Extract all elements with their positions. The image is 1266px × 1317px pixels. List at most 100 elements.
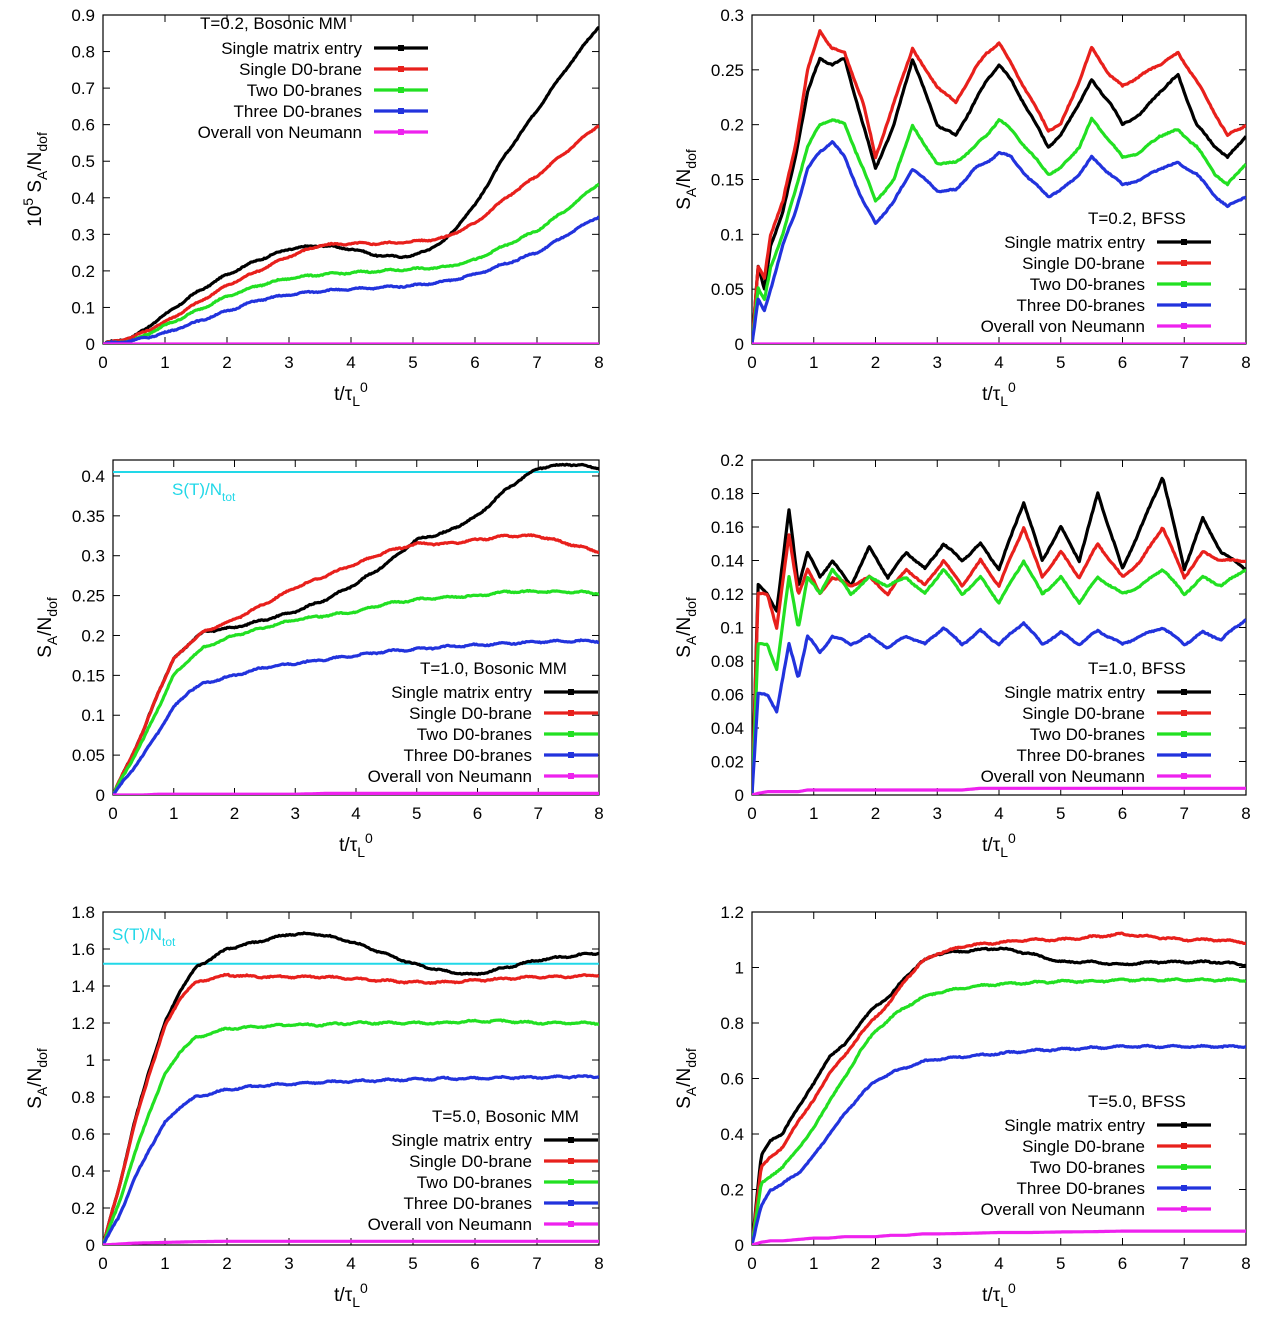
legend-marker [568, 752, 574, 758]
x-tick-label: 7 [534, 804, 543, 823]
legend-entry-label: Three D0-branes [403, 746, 532, 765]
y-tick-label: 0.04 [711, 719, 744, 738]
x-tick-label: 0 [747, 1254, 756, 1273]
legend-marker [1181, 281, 1187, 287]
y-axis-label: 105 SA/Ndof [20, 132, 50, 227]
series-line-three-d0-branes [752, 1043, 1246, 1245]
legend-marker [1181, 323, 1187, 329]
panel-4: 0 1 2 3 4 5 6 7 8 0 0.02 0.04 0.06 0.08 0.1 0.12 0.14 0.1… [674, 451, 1251, 860]
y-tick-label: 0.3 [720, 6, 744, 25]
x-tick-label: 2 [230, 804, 239, 823]
x-tick-label: 6 [470, 1254, 479, 1273]
y-axis-label: SA/Ndof [674, 597, 699, 658]
legend-title: T=0.2, BFSS [1088, 209, 1186, 228]
x-axis-label: t/τL0 [982, 830, 1016, 860]
legend-marker [1181, 260, 1187, 266]
x-tick-label: 7 [532, 353, 541, 372]
legend-entry-label: Single D0-brane [409, 704, 532, 723]
legend-entry-label: Three D0-branes [403, 1194, 532, 1213]
x-tick-label: 5 [1056, 353, 1065, 372]
y-tick-label: 0.4 [71, 1162, 95, 1181]
y-tick-label: 1.2 [720, 903, 744, 922]
panel-5: 0 1 2 3 4 5 6 7 8 0 0.2 0.4 0.6 0.8 1 1.2 1.4 1.6 1.8 t/τL0… [25, 903, 604, 1310]
legend-marker [1181, 1206, 1187, 1212]
legend-marker [568, 1221, 574, 1227]
x-tick-label: 7 [1180, 353, 1189, 372]
y-tick-label: 0.18 [711, 485, 744, 504]
legend-marker [1181, 689, 1187, 695]
y-axis-label: SA/Ndof [25, 1048, 50, 1109]
legend-title: T=1.0, Bosonic MM [420, 659, 567, 678]
y-tick-label: 0.1 [720, 619, 744, 638]
y-tick-label: 0.08 [711, 652, 744, 671]
series-line-overall-von-neumann [752, 1229, 1246, 1245]
y-tick-label: 0.6 [71, 1125, 95, 1144]
series-line-three-d0-branes [752, 140, 1246, 344]
x-tick-label: 0 [747, 353, 756, 372]
legend-title: T=0.2, Bosonic MM [200, 14, 347, 33]
legend-entry-label: Overall von Neumann [981, 767, 1145, 786]
legend-title: T=1.0, BFSS [1088, 659, 1186, 678]
x-axis-label: t/τL0 [334, 379, 368, 409]
thermal-entropy-label: S(T)/Ntot [112, 925, 176, 949]
y-tick-label: 0.14 [711, 552, 744, 571]
x-tick-label: 8 [1241, 1254, 1250, 1273]
legend-entry-label: Single matrix entry [1004, 683, 1145, 702]
x-tick-label: 2 [222, 353, 231, 372]
series-line-three-d0-branes [752, 618, 1246, 795]
x-tick-label: 5 [412, 804, 421, 823]
y-tick-label: 0.7 [71, 79, 95, 98]
legend-marker [568, 710, 574, 716]
x-tick-label: 1 [809, 1254, 818, 1273]
series-line-single-d0-brane [103, 124, 599, 344]
y-tick-label: 0 [735, 335, 744, 354]
legend-entry-label: Three D0-branes [233, 102, 362, 121]
x-tick-label: 8 [1241, 353, 1250, 372]
y-axis-label: SA/Ndof [35, 597, 60, 658]
legend-marker [568, 731, 574, 737]
y-tick-label: 0.15 [72, 666, 105, 685]
legend-entry-label: Overall von Neumann [368, 767, 532, 786]
panel-6: 0 1 2 3 4 5 6 7 8 0 0.2 0.4 0.6 0.8 1 1.2 t/τL0 SA/Ndof T=… [674, 903, 1251, 1310]
y-tick-label: 0.15 [711, 171, 744, 190]
x-tick-label: 1 [809, 353, 818, 372]
legend-marker [1181, 1122, 1187, 1128]
y-tick-label: 0.06 [711, 686, 744, 705]
legend-marker [398, 66, 404, 72]
y-tick-label: 0.1 [71, 298, 95, 317]
y-tick-label: 0.6 [720, 1070, 744, 1089]
series-line-two-d0-branes [103, 182, 599, 344]
legend-entry-label: Single D0-brane [1022, 704, 1145, 723]
legend-entry-label: Three D0-branes [1016, 296, 1145, 315]
y-tick-label: 0.2 [71, 262, 95, 281]
series-line-overall-von-neumann [113, 791, 599, 795]
legend-marker [568, 773, 574, 779]
x-tick-label: 8 [1241, 804, 1250, 823]
legend-entry-label: Three D0-branes [1016, 1179, 1145, 1198]
x-axis-label: t/τL0 [339, 830, 373, 860]
legend-marker [398, 129, 404, 135]
x-tick-label: 0 [108, 804, 117, 823]
x-tick-label: 7 [532, 1254, 541, 1273]
y-tick-label: 0.2 [720, 1181, 744, 1200]
y-tick-label: 0.3 [81, 547, 105, 566]
series-line-single-d0-brane [752, 931, 1246, 1245]
series-line-overall-von-neumann [752, 786, 1246, 795]
y-tick-label: 0.2 [81, 626, 105, 645]
y-axis-label: SA/Ndof [674, 149, 699, 210]
y-tick-label: 0.4 [71, 189, 95, 208]
x-tick-label: 5 [1056, 1254, 1065, 1273]
legend-marker [398, 108, 404, 114]
x-tick-label: 8 [594, 353, 603, 372]
x-tick-label: 2 [222, 1254, 231, 1273]
legend-entry-label: Two D0-branes [247, 81, 362, 100]
y-tick-label: 0.8 [720, 1014, 744, 1033]
legend-marker [1181, 752, 1187, 758]
series-line-single-matrix-entry [103, 931, 599, 1245]
y-tick-label: 0.2 [720, 451, 744, 470]
y-tick-label: 0.05 [711, 280, 744, 299]
x-tick-label: 0 [747, 804, 756, 823]
y-tick-label: 0.5 [71, 152, 95, 171]
legend-entry-label: Three D0-branes [1016, 746, 1145, 765]
y-tick-label: 1.6 [71, 940, 95, 959]
